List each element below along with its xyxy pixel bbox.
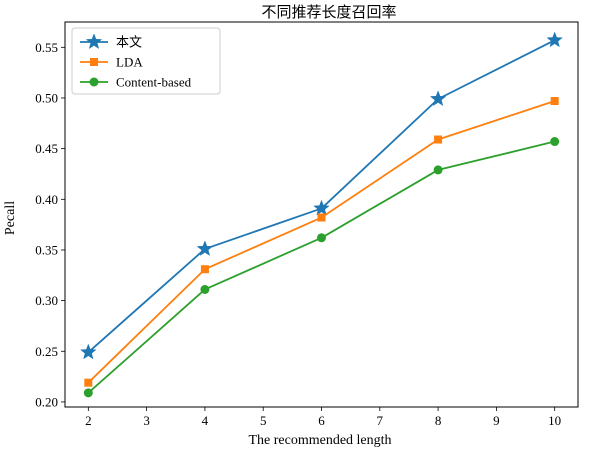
- x-tick-label: 5: [260, 413, 267, 428]
- axes-frame: [64, 21, 579, 408]
- series-line: [87, 140, 555, 394]
- legend-label: Content-based: [116, 75, 192, 90]
- legend-label: LDA: [116, 55, 143, 70]
- data-point: [434, 135, 443, 144]
- legend-marker: [85, 33, 103, 50]
- series-2: [84, 97, 559, 387]
- x-tick-label: 10: [548, 413, 561, 428]
- y-tick-label: 0.30: [35, 293, 58, 308]
- data-point: [433, 165, 443, 175]
- legend-item-1: 本文: [80, 33, 142, 50]
- y-axis-label: Pecall: [3, 201, 18, 235]
- y-tick-label: 0.35: [35, 242, 58, 257]
- chart-title: 不同推荐长度召回率: [261, 4, 396, 21]
- legend-marker: [90, 58, 98, 66]
- data-point: [83, 388, 93, 398]
- y-tick-label: 0.55: [35, 40, 58, 55]
- legend-item-2: LDA: [80, 55, 143, 70]
- data-point: [196, 240, 214, 256]
- plot-area: 2 3 4 5 6 7 8 9 10 0.20 0.25 0.30 0.35 0.40 0.45 0.50 0.…: [35, 21, 579, 428]
- data-point: [550, 97, 559, 106]
- x-tick-label: 7: [377, 413, 384, 428]
- y-tick-label: 0.40: [35, 192, 58, 207]
- x-tick-label: 2: [85, 413, 92, 428]
- data-point: [313, 199, 330, 216]
- y-tick-label: 0.25: [35, 344, 58, 359]
- data-point: [546, 31, 563, 48]
- legend-item-3: Content-based: [80, 75, 192, 90]
- legend-label: 本文: [116, 35, 142, 50]
- x-tick-label: 6: [318, 413, 325, 428]
- legend-marker: [89, 77, 99, 87]
- x-tick-label: 3: [143, 413, 150, 428]
- y-tick-label: 0.20: [35, 394, 58, 409]
- x-tick-label: 8: [435, 413, 442, 428]
- legend: 本文 LDA Content-based: [71, 27, 221, 95]
- x-axis-label: The recommended length: [248, 433, 391, 448]
- data-point: [80, 343, 97, 360]
- data-point: [200, 265, 209, 274]
- data-point: [317, 213, 326, 222]
- data-point: [550, 137, 560, 147]
- series-3: [83, 137, 560, 398]
- y-tick-label: 0.45: [35, 141, 58, 156]
- data-point: [84, 378, 93, 387]
- series-1: [80, 31, 563, 360]
- legend-box: [71, 27, 221, 95]
- data-point: [317, 233, 326, 243]
- y-tick-label: 0.50: [35, 90, 58, 105]
- data-point: [429, 90, 447, 107]
- x-tick-label: 4: [202, 413, 209, 428]
- x-tick-label: 9: [493, 413, 500, 428]
- data-point: [200, 284, 210, 294]
